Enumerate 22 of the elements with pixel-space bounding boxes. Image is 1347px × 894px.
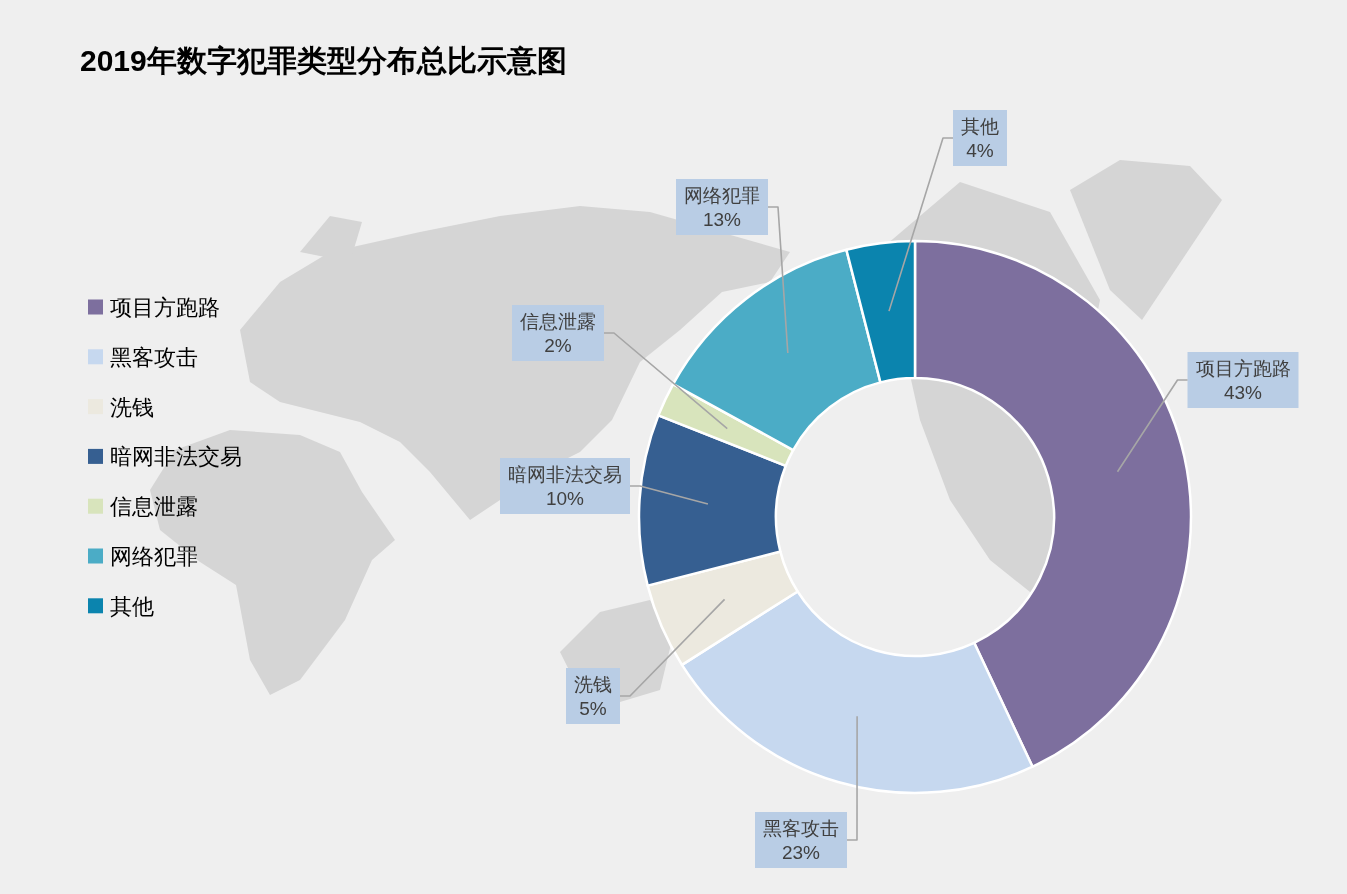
category-label: 洗钱 <box>110 394 154 420</box>
data-label: 23% <box>781 842 821 863</box>
title: 2019年数字犯罪类型分布总比示意图 <box>80 44 567 77</box>
legend-label: 黑客攻击 <box>110 344 198 370</box>
legend-label: 网络犯罪 <box>110 544 198 569</box>
slice-label: 项目方跑路 <box>1195 358 1291 379</box>
slice-label: 洗钱 <box>574 674 612 695</box>
data-label: 13% <box>702 209 742 230</box>
legend-label: 暗网非法交易 <box>110 444 242 470</box>
legend-label: 其他 <box>110 593 154 619</box>
slice-label: 其他 <box>961 116 999 137</box>
slice-label: 信息泄露 <box>520 311 596 332</box>
slice-label: 暗网非法交易 <box>508 464 622 485</box>
data-label: 10% <box>545 488 585 509</box>
data-label: 5% <box>579 698 607 719</box>
legend-label: 信息泄露 <box>110 494 198 520</box>
data-label: 4% <box>966 140 994 161</box>
legend-label: 项目方跑路 <box>110 295 220 320</box>
slice-label: 黑客攻击 <box>763 818 839 839</box>
slice-label: 网络犯罪 <box>684 185 760 206</box>
data-label: 43% <box>1223 382 1263 403</box>
data-label: 2% <box>544 335 572 356</box>
